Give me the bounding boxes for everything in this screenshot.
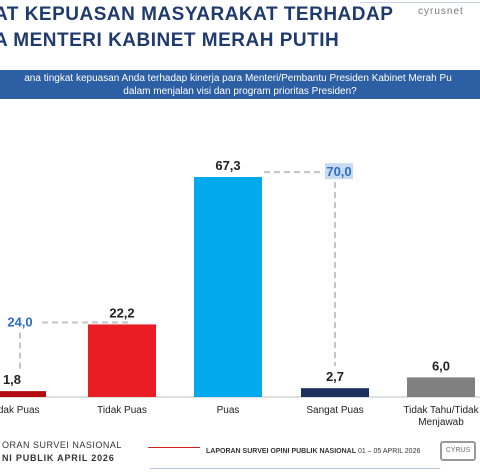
footer-report-subtitle: NI PUBLIK APRIL 2026 <box>2 453 115 463</box>
footer-accent-line <box>148 447 200 448</box>
aggregate-highlight-2 <box>325 163 353 180</box>
bar-value-label-2: 22,2 <box>109 305 134 320</box>
page-title-line-1: AT KEPUASAN MASYARAKAT TERHADAP <box>0 4 394 25</box>
bar-value-label-3: 67,3 <box>215 158 240 173</box>
bar-4 <box>301 388 369 397</box>
bar-value-label-4: 2,7 <box>326 369 344 384</box>
footer-center-text: LAPORAN SURVEI OPINI PUBLIK NASIONAL 01 … <box>206 448 420 455</box>
aggregate-label-2: 70,0 <box>326 164 351 179</box>
bar-3 <box>194 177 262 397</box>
bar-value-label-5: 6,0 <box>432 358 450 373</box>
satisfaction-bar-chart: 1,8 t Tidak Puas 22,2 Tidak Puas 67,3 Puas 2,7… <box>0 158 480 428</box>
category-label-5: Tidak Tahu/Tidak <box>403 405 479 416</box>
category-label-5-line-2: Menjawab <box>418 417 464 428</box>
category-label-4: Sangat Puas <box>306 405 363 416</box>
question-line-2: dalam menjalan visi dan program priorita… <box>123 86 357 97</box>
footer-divider <box>150 468 440 469</box>
page-title-line-2: A MENTERI KABINET MERAH PUTIH <box>0 30 340 51</box>
category-label-3: Puas <box>217 405 240 416</box>
bar-value-label-1: 1,8 <box>3 372 21 387</box>
footer-center-date: 01 – 05 APRIL 2026 <box>357 448 421 455</box>
category-label-2: Tidak Puas <box>97 405 147 416</box>
bar-5 <box>407 377 475 397</box>
aggregate-label-1: 24,0 <box>7 315 32 330</box>
bar-2 <box>88 324 156 397</box>
footer-center-title: LAPORAN SURVEI OPINI PUBLIK NASIONAL <box>206 448 356 455</box>
question-banner: ana tingkat kepuasan Anda terhadap kiner… <box>0 70 480 99</box>
category-label-1: t Tidak Puas <box>0 405 40 416</box>
brand-logo: cyrusnet <box>418 6 464 17</box>
footer-logo: CYRUS <box>440 441 476 461</box>
question-line-1: ana tingkat kepuasan Anda terhadap kiner… <box>24 73 452 84</box>
header-rule <box>360 2 480 3</box>
bar-1 <box>0 391 46 397</box>
footer-report-title: ORAN SURVEI NASIONAL <box>2 440 122 450</box>
